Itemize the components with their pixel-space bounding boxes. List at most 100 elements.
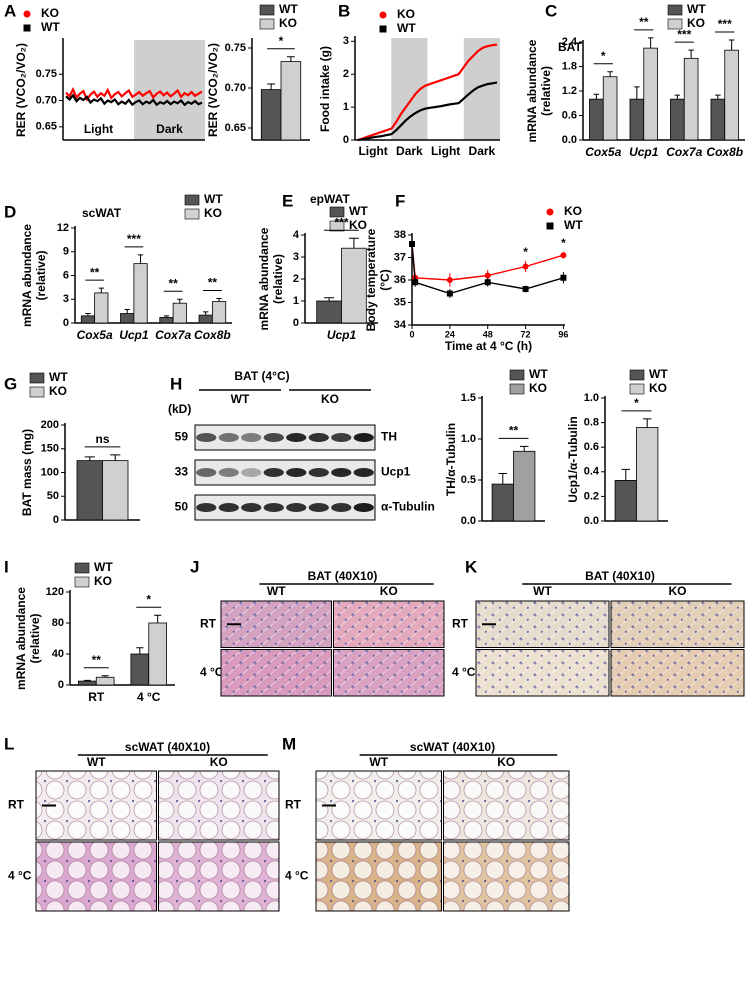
y-tick-label: 1.8 xyxy=(562,60,577,72)
error-bar xyxy=(715,95,721,99)
panel-letter: A xyxy=(4,1,16,20)
region-label: Light xyxy=(358,144,387,158)
error-bar xyxy=(99,288,104,293)
y-axis-label: RER (VCO₂/VO₂) xyxy=(14,43,28,137)
y-tick-label: 38 xyxy=(394,229,406,241)
panel-letter: E xyxy=(282,191,293,210)
x-axis-label: Time at 4 °C (h) xyxy=(445,339,532,353)
legend-label: KO xyxy=(564,204,582,218)
y-tick-label: 0.70 xyxy=(225,82,246,94)
chart-title: epWAT xyxy=(310,192,350,206)
bar xyxy=(131,654,149,685)
bar xyxy=(637,428,658,521)
error-bar xyxy=(648,38,654,48)
bar xyxy=(81,316,94,323)
bar xyxy=(725,50,739,140)
blot-band xyxy=(219,433,239,442)
bar xyxy=(95,293,108,323)
error-bar xyxy=(110,455,120,461)
legend-swatch xyxy=(260,19,274,29)
protein-label: TH xyxy=(381,430,397,444)
y-axis-label: mRNA abundance xyxy=(525,39,539,142)
x-tick-label: Cox5a xyxy=(585,145,621,159)
x-tick-label: Cox5a xyxy=(77,328,113,342)
legend-label: WT xyxy=(649,367,668,381)
legend-label: KO xyxy=(204,206,222,220)
error-bar xyxy=(136,648,143,654)
micrograph-texture xyxy=(159,771,280,840)
y-tick-label: 120 xyxy=(46,586,64,598)
bar xyxy=(160,317,173,323)
blot-band xyxy=(196,503,216,512)
marker xyxy=(523,286,529,292)
blot-band xyxy=(331,468,351,477)
x-tick-label: Cox8b xyxy=(706,145,743,159)
blot-band xyxy=(196,433,216,442)
significance: ns xyxy=(95,432,109,446)
marker xyxy=(547,209,554,216)
blot-band xyxy=(241,433,261,442)
y-tick-label: 3 xyxy=(343,35,349,47)
legend-swatch xyxy=(510,384,524,394)
group-label: KO xyxy=(321,392,339,406)
error-bar xyxy=(177,299,182,303)
error-bar xyxy=(85,457,95,461)
column-label: KO xyxy=(669,584,687,598)
significance: * xyxy=(561,236,566,250)
x-tick-label: 0 xyxy=(409,329,414,339)
significance: ** xyxy=(639,15,649,29)
blot-band xyxy=(286,468,306,477)
blot-band xyxy=(354,503,374,512)
legend-label: WT xyxy=(204,192,223,206)
significance: * xyxy=(279,34,284,48)
marker xyxy=(560,275,566,281)
legend-swatch xyxy=(510,370,524,380)
micrograph-texture xyxy=(334,601,445,648)
bar xyxy=(96,677,114,685)
x-tick-label: 48 xyxy=(483,329,493,339)
region-label: Dark xyxy=(156,122,183,136)
panel-letter: B xyxy=(338,1,350,20)
blot-band xyxy=(331,433,351,442)
error-bar xyxy=(287,57,295,62)
micrograph-texture xyxy=(444,842,570,911)
legend-label: WT xyxy=(279,2,298,16)
x-tick-label: 4 °C xyxy=(137,690,161,704)
micrograph-texture xyxy=(36,842,157,911)
y-tick-label: 0 xyxy=(293,317,299,329)
error-bar xyxy=(203,312,208,315)
column-label: WT xyxy=(267,584,286,598)
legend-label: WT xyxy=(687,2,706,16)
y-tick-label: 0.6 xyxy=(584,441,599,453)
y-tick-label: 1 xyxy=(293,295,299,307)
error-bar xyxy=(729,40,735,50)
bar xyxy=(644,48,658,140)
panel-letter: D xyxy=(4,202,16,221)
y-tick-label: 1.0 xyxy=(584,392,599,404)
blot-title: BAT (4°C) xyxy=(234,369,289,383)
legend-swatch xyxy=(185,195,199,205)
y-tick-label: 0.0 xyxy=(584,515,599,527)
region-label: Dark xyxy=(469,144,496,158)
error-bar xyxy=(154,615,161,623)
significance: * xyxy=(523,245,528,259)
bar xyxy=(121,314,134,324)
panel-letter: J xyxy=(190,557,199,576)
panel-letter: H xyxy=(170,374,182,393)
blot-band xyxy=(264,468,284,477)
error-bar xyxy=(349,238,359,248)
marker xyxy=(409,241,415,247)
y-tick-label: 35 xyxy=(394,296,406,308)
y-axis-label: mRNA abundance xyxy=(20,224,34,327)
micrograph-texture xyxy=(334,650,445,697)
y-tick-label: 2 xyxy=(343,68,349,80)
region-label: Light xyxy=(84,122,113,136)
y-axis-label: RER (VCO₂/VO₂) xyxy=(206,43,220,137)
bar xyxy=(492,484,513,521)
region-label: Light xyxy=(431,144,460,158)
micrograph-texture xyxy=(611,650,744,697)
x-tick-label: 72 xyxy=(521,329,531,339)
y-tick-label: 1 xyxy=(343,101,349,113)
blot-band xyxy=(331,503,351,512)
